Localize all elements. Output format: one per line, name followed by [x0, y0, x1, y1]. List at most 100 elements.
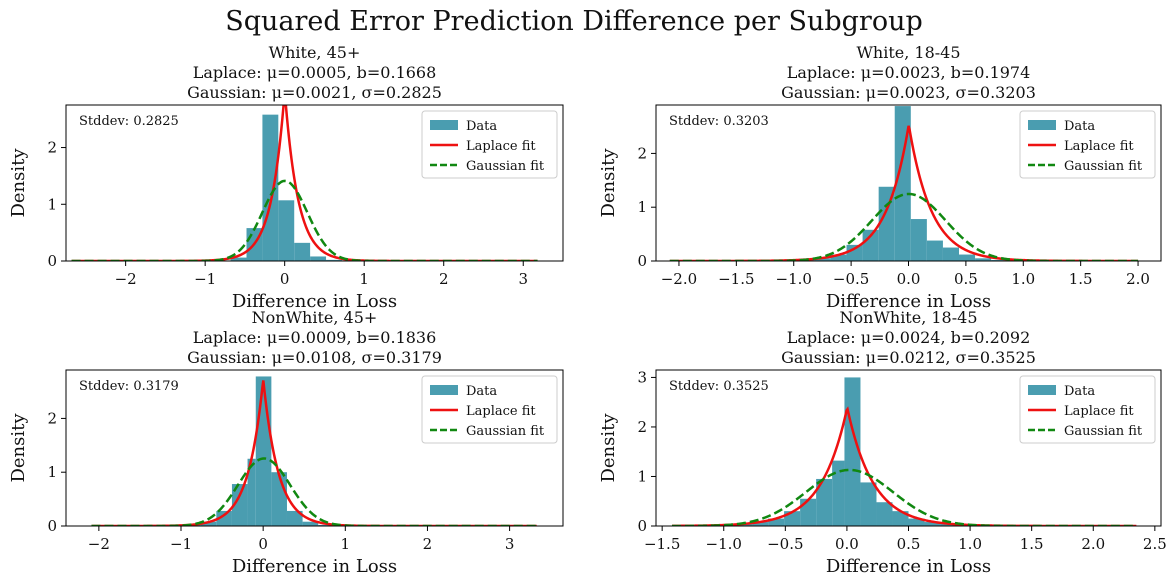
histogram-bar — [752, 522, 769, 526]
legend: Data Laplace fit Gaussian fit — [421, 375, 558, 444]
y-tick-label: 1 — [637, 467, 647, 485]
x-tick-label: 2.5 — [1143, 535, 1167, 553]
histogram-bar — [816, 478, 833, 526]
histogram-bar — [892, 511, 909, 526]
x-tick-label: 1 — [359, 270, 369, 288]
legend-laplace-label: Laplace fit — [1064, 404, 1134, 419]
histogram-bar — [940, 524, 957, 526]
legend-gaussian-label: Gaussian fit — [466, 424, 545, 439]
legend-data-label: Data — [466, 384, 497, 399]
histogram-bar — [216, 510, 232, 526]
x-tick-label: 3 — [518, 270, 528, 288]
y-tick-label: 1 — [47, 463, 57, 481]
x-tick-label: −1.5 — [718, 270, 754, 288]
histogram-bar — [302, 521, 319, 526]
x-tick-label: 2 — [423, 535, 433, 553]
legend: Data Laplace fit Gaussian fit — [1019, 375, 1156, 444]
legend-gaussian-label: Gaussian fit — [466, 159, 545, 174]
subplot-4: −1.5 −1.0 −0.5 0.0 0.5 1.0 1.5 2.0 2.5 0 1 2 3 Differ… — [598, 308, 1167, 577]
x-tick-label: 0.5 — [897, 535, 921, 553]
histogram-bar — [878, 186, 895, 261]
x-tick-label: 0.5 — [954, 270, 978, 288]
histogram-bar — [286, 510, 303, 526]
x-axis-label: Difference in Loss — [826, 291, 991, 312]
x-tick-label: −1.0 — [706, 535, 742, 553]
stddev-annotation: Stddev: 0.3203 — [669, 114, 769, 129]
subplot-title-line-1: White, 18-45 — [856, 43, 960, 62]
y-axis-label: Density — [598, 148, 619, 218]
histogram-bar — [876, 502, 893, 526]
subplot-title-line-3: Gaussian: μ=0.0023, σ=0.3203 — [781, 83, 1036, 102]
x-tick-label: −2 — [115, 270, 137, 288]
subplot-title-line-1: NonWhite, 45+ — [252, 308, 378, 327]
histogram-bar — [294, 242, 311, 261]
y-tick-label: 0 — [637, 252, 647, 270]
histogram-bar — [230, 257, 247, 261]
y-axis-label: Density — [8, 148, 29, 218]
gaussian-fit-line — [91, 457, 537, 526]
histogram-bar — [278, 200, 295, 261]
legend-data-swatch — [430, 385, 458, 395]
histogram-bar — [231, 484, 248, 526]
stddev-annotation: Stddev: 0.3525 — [669, 379, 769, 394]
x-axis-label: Difference in Loss — [232, 556, 397, 577]
histogram-bar — [247, 458, 256, 526]
x-tick-label: 2 — [439, 270, 449, 288]
x-tick-label: −1.0 — [776, 270, 812, 288]
subplot-title-line-1: White, 45+ — [269, 43, 361, 62]
x-tick-label: −2.0 — [661, 270, 697, 288]
axes-frame — [65, 369, 564, 527]
legend: Data Laplace fit Gaussian fit — [421, 110, 558, 179]
x-tick-label: −2 — [88, 535, 110, 553]
histogram-bar — [846, 244, 863, 261]
x-tick-label: −1 — [194, 270, 216, 288]
x-tick-label: −1.5 — [644, 535, 680, 553]
x-tick-label: 0.0 — [897, 270, 921, 288]
subplot-title-line-2: Laplace: μ=0.0005, b=0.1668 — [193, 63, 437, 82]
subplot-title-line-3: Gaussian: μ=0.0021, σ=0.2825 — [187, 83, 442, 102]
y-axis-label: Density — [8, 413, 29, 483]
legend-gaussian-label: Gaussian fit — [1064, 424, 1143, 439]
x-tick-label: 1.5 — [1069, 270, 1093, 288]
subplot-3: −2 −1 0 1 2 3 0 1 2 Difference in Loss Density NonW… — [8, 308, 564, 577]
y-tick-label: 2 — [637, 144, 647, 162]
y-tick-label: 2 — [47, 139, 57, 157]
histogram-bar — [326, 259, 342, 261]
y-tick-label: 2 — [637, 418, 647, 436]
legend-laplace-label: Laplace fit — [466, 404, 536, 419]
x-tick-label: −0.5 — [833, 270, 869, 288]
histogram-bar — [310, 256, 327, 261]
histogram-bar — [200, 521, 217, 526]
x-tick-label: 3 — [505, 535, 515, 553]
axes-frame — [65, 104, 564, 262]
histogram-bar — [959, 254, 976, 261]
histogram-bar — [860, 482, 877, 526]
gaussian-fit-line — [672, 468, 1137, 526]
x-tick-label: 1.5 — [1020, 535, 1044, 553]
subplot-title-line-1: NonWhite, 18-45 — [840, 308, 978, 327]
x-tick-label: 1.0 — [1011, 270, 1035, 288]
legend-data-label: Data — [1064, 384, 1095, 399]
legend-data-swatch — [1028, 385, 1056, 395]
histogram-bar — [768, 518, 785, 526]
y-tick-label: 3 — [637, 368, 647, 386]
y-tick-label: 1 — [637, 198, 647, 216]
histogram-bar — [926, 240, 943, 261]
legend-gaussian-label: Gaussian fit — [1064, 159, 1143, 174]
y-tick-label: 2 — [47, 409, 57, 427]
histogram-bar — [271, 472, 287, 526]
y-tick-label: 0 — [47, 252, 57, 270]
histogram-bar — [991, 259, 1008, 261]
y-tick-label: 0 — [637, 517, 647, 535]
x-tick-label: 1.0 — [958, 535, 982, 553]
stddev-annotation: Stddev: 0.3179 — [79, 379, 179, 394]
subplot-title-line-2: Laplace: μ=0.0009, b=0.1836 — [193, 328, 437, 347]
histogram-bar — [975, 258, 992, 261]
histogram-bar — [255, 376, 272, 526]
legend-laplace-label: Laplace fit — [466, 139, 536, 154]
histogram-bar — [862, 229, 879, 261]
histogram-bar — [894, 106, 911, 261]
histogram-bar — [318, 524, 334, 526]
x-tick-label: −0.5 — [767, 535, 803, 553]
